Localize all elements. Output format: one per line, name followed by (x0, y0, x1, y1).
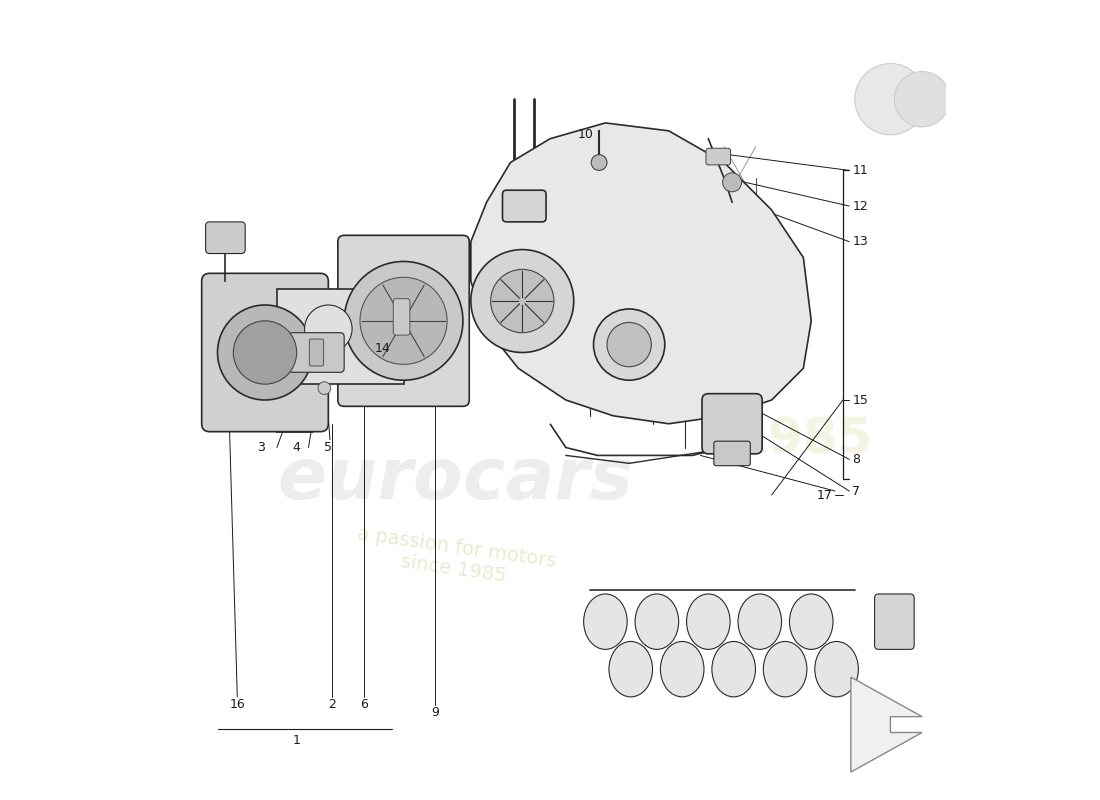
FancyBboxPatch shape (338, 235, 470, 406)
FancyBboxPatch shape (206, 222, 245, 254)
Ellipse shape (609, 642, 652, 697)
Circle shape (360, 278, 447, 364)
Text: eurocars: eurocars (277, 445, 632, 514)
Circle shape (723, 173, 741, 192)
FancyBboxPatch shape (309, 339, 323, 366)
Ellipse shape (738, 594, 782, 650)
Ellipse shape (660, 642, 704, 697)
Text: 9: 9 (431, 706, 439, 719)
Circle shape (344, 262, 463, 380)
Text: 12: 12 (852, 199, 868, 213)
Circle shape (491, 270, 554, 333)
Circle shape (607, 322, 651, 366)
Circle shape (594, 309, 664, 380)
Ellipse shape (712, 642, 756, 697)
Text: 6: 6 (360, 698, 367, 711)
Text: 17: 17 (816, 489, 833, 502)
FancyBboxPatch shape (503, 190, 546, 222)
Ellipse shape (635, 594, 679, 650)
FancyBboxPatch shape (277, 289, 404, 384)
Ellipse shape (790, 594, 833, 650)
FancyBboxPatch shape (706, 148, 730, 165)
Text: 8: 8 (852, 453, 860, 466)
Text: 2: 2 (329, 698, 337, 711)
Text: 3: 3 (257, 441, 265, 454)
Circle shape (471, 250, 574, 353)
Polygon shape (850, 677, 922, 772)
Text: 5: 5 (324, 441, 332, 454)
Circle shape (305, 305, 352, 353)
Ellipse shape (815, 642, 858, 697)
Circle shape (318, 382, 331, 394)
Circle shape (855, 63, 926, 134)
Text: 1: 1 (293, 734, 300, 747)
FancyBboxPatch shape (394, 298, 410, 335)
Ellipse shape (763, 642, 807, 697)
FancyBboxPatch shape (702, 394, 762, 454)
FancyBboxPatch shape (201, 274, 328, 432)
Text: 7: 7 (852, 485, 860, 498)
Text: 16: 16 (230, 698, 245, 711)
Circle shape (233, 321, 297, 384)
Polygon shape (471, 123, 812, 424)
FancyBboxPatch shape (288, 333, 344, 372)
Text: 14: 14 (374, 342, 390, 355)
Text: 13: 13 (852, 235, 868, 248)
Text: 1985: 1985 (734, 415, 873, 463)
Circle shape (218, 305, 312, 400)
Text: 15: 15 (852, 394, 868, 406)
Text: 10: 10 (578, 128, 594, 142)
Text: a passion for motors
since 1985: a passion for motors since 1985 (353, 524, 558, 593)
Ellipse shape (686, 594, 730, 650)
Text: 4: 4 (293, 441, 300, 454)
Ellipse shape (584, 594, 627, 650)
Circle shape (591, 154, 607, 170)
FancyBboxPatch shape (714, 441, 750, 466)
FancyBboxPatch shape (874, 594, 914, 650)
Text: 11: 11 (852, 164, 868, 177)
Circle shape (894, 71, 949, 127)
